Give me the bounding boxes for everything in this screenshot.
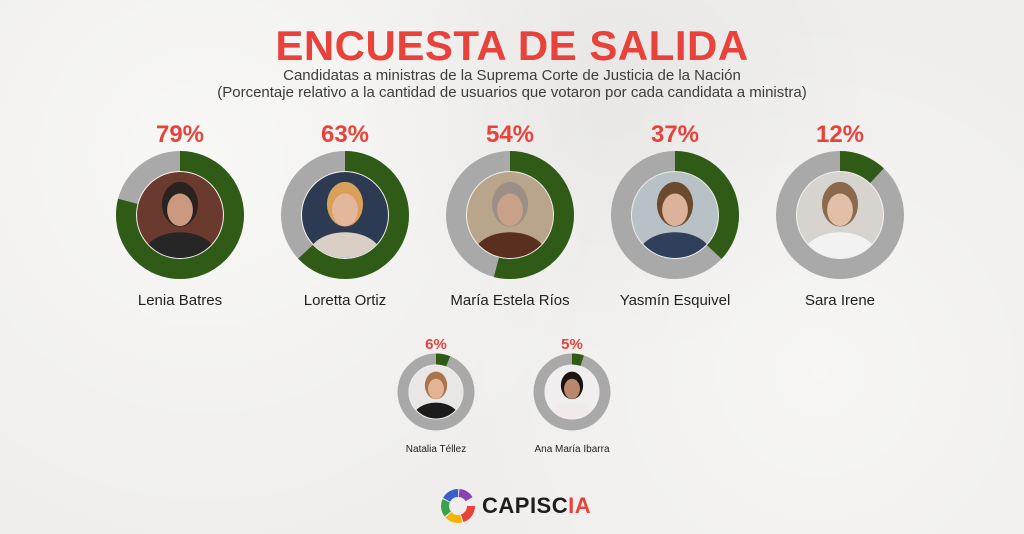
donut-item: 54% María Estela Ríos <box>446 121 574 309</box>
donut-value-arc <box>446 151 574 279</box>
capiscia-logo-icon <box>441 489 475 523</box>
candidate-photo <box>467 172 553 258</box>
donut-value-arc <box>533 353 611 431</box>
donut-item: 6% Natalia Téllez <box>397 336 475 455</box>
page-title: ENCUESTA DE SALIDA <box>275 22 749 69</box>
brand-logo: CAPISCIA <box>440 486 591 526</box>
candidate-photo <box>545 365 599 419</box>
candidate-name: Ana María Ibarra <box>534 444 609 455</box>
candidate-name: Lenia Batres <box>138 292 222 309</box>
brand-name-accent: IA <box>568 493 592 518</box>
donut-item: 79% Lenia Batres <box>116 121 244 309</box>
donut-value-arc <box>611 151 739 279</box>
candidate-photo <box>797 172 883 258</box>
candidate-name: Loretta Ortiz <box>304 292 387 309</box>
percent-label: 12% <box>816 121 864 148</box>
donut-value-arc <box>776 151 904 279</box>
donut-value-arc <box>281 151 409 279</box>
brand-name: CAPISCIA <box>482 493 591 519</box>
percent-label: 79% <box>156 121 204 148</box>
candidate-photo <box>632 172 718 258</box>
percent-label: 6% <box>425 336 447 353</box>
candidate-photo <box>302 172 388 258</box>
candidate-name: Yasmín Esquivel <box>620 292 731 309</box>
candidate-photo <box>137 172 223 258</box>
percent-label: 5% <box>561 336 583 353</box>
subtitle-line-1: Candidatas a ministras de la Suprema Cor… <box>283 67 741 84</box>
donut-item: 5% Ana María Ibarra <box>533 336 611 455</box>
brand-name-main: CAPISC <box>482 493 569 518</box>
donut-value-arc <box>397 353 475 431</box>
percent-label: 54% <box>486 121 534 148</box>
candidate-name: Sara Irene <box>805 292 875 309</box>
candidate-name: María Estela Ríos <box>450 292 569 309</box>
candidate-name: Natalia Téllez <box>406 444 466 455</box>
donut-value-arc <box>116 151 244 279</box>
donut-item: 37% Yasmín Esquivel <box>611 121 739 309</box>
subtitle: Candidatas a ministras de la Suprema Cor… <box>0 67 1024 101</box>
donut-item: 12% Sara Irene <box>776 121 904 309</box>
percent-label: 37% <box>651 121 699 148</box>
donut-item: 63% Loretta Ortiz <box>281 121 409 309</box>
subtitle-line-2: (Porcentaje relativo a la cantidad de us… <box>217 84 807 101</box>
percent-label: 63% <box>321 121 369 148</box>
candidate-photo <box>409 365 463 419</box>
